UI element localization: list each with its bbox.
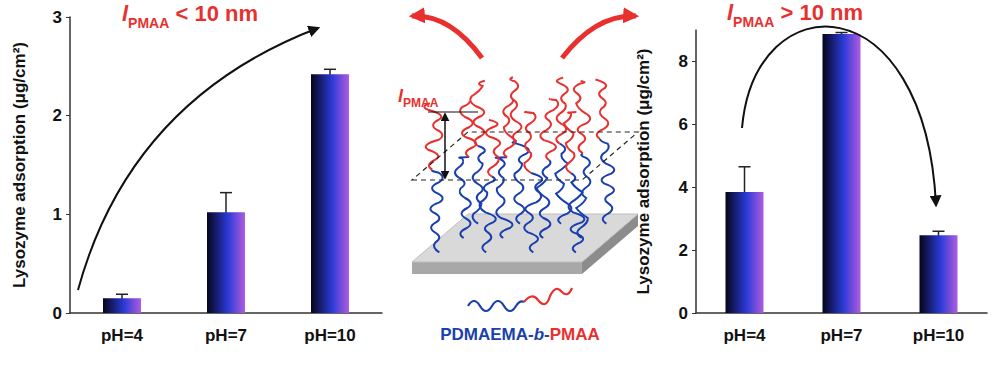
svg-text:lPMAA < 10 nm: lPMAA < 10 nm: [122, 1, 258, 31]
svg-text:PDMAEMA-b-PMAA: PDMAEMA-b-PMAA: [440, 325, 600, 344]
svg-text:8: 8: [679, 52, 688, 71]
svg-text:1: 1: [53, 205, 62, 224]
svg-text:0: 0: [679, 304, 688, 323]
svg-text:pH=4: pH=4: [101, 326, 144, 345]
svg-text:pH=7: pH=7: [820, 326, 862, 345]
svg-text:pH=10: pH=10: [913, 326, 965, 345]
svg-text:2: 2: [679, 241, 688, 260]
svg-text:6: 6: [679, 115, 688, 134]
svg-text:lPMAA > 10 nm: lPMAA > 10 nm: [727, 0, 863, 30]
svg-text:pH=10: pH=10: [304, 326, 356, 345]
svg-text:pH=4: pH=4: [723, 326, 766, 345]
svg-text:4: 4: [679, 178, 689, 197]
svg-text:3: 3: [53, 8, 62, 27]
svg-text:2: 2: [53, 106, 62, 125]
svg-text:Lysozyme adsorption (μg/cm²): Lysozyme adsorption (μg/cm²): [10, 42, 29, 288]
svg-text:Lysozyme adsorption (μg/cm²): Lysozyme adsorption (μg/cm²): [634, 49, 653, 295]
svg-text:lPMAA: lPMAA: [398, 86, 439, 110]
svg-text:pH=7: pH=7: [205, 326, 247, 345]
svg-text:0: 0: [53, 304, 62, 323]
